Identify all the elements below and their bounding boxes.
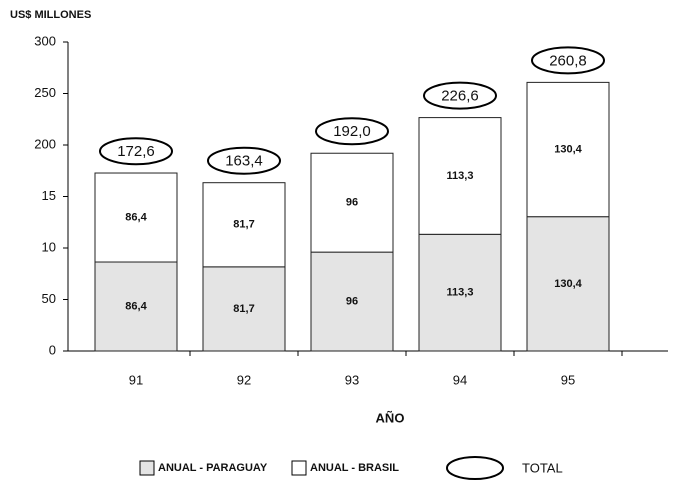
y-tick-label: 0 xyxy=(49,342,56,357)
value-label: 130,4 xyxy=(554,143,582,155)
value-label: 86,4 xyxy=(125,211,147,223)
total-ellipse xyxy=(99,137,173,166)
value-label: 86,4 xyxy=(125,300,147,312)
x-axis-label: AÑO xyxy=(376,410,405,425)
x-tick-label: 91 xyxy=(129,372,143,387)
legend-label: TOTAL xyxy=(522,460,563,475)
y-tick-label: 300 xyxy=(34,33,56,48)
x-tick-label: 95 xyxy=(561,372,575,387)
total-label: 260,8 xyxy=(549,52,587,69)
value-label: 130,4 xyxy=(554,278,582,290)
chart-title: US$ MILLONES xyxy=(10,9,91,21)
value-label: 81,7 xyxy=(233,219,254,231)
bar-segment xyxy=(94,172,178,263)
y-tick-label: 10 xyxy=(42,239,56,254)
bar-segment xyxy=(202,182,286,268)
y-tick-label: 200 xyxy=(34,136,56,151)
bar-segment xyxy=(310,152,394,253)
total-ellipse xyxy=(423,81,497,110)
value-label: 96 xyxy=(346,295,358,307)
bar-segment xyxy=(418,233,502,352)
bar-segment xyxy=(526,81,610,218)
value-label: 113,3 xyxy=(447,287,474,299)
legend-swatch xyxy=(139,460,155,476)
y-tick-label: 250 xyxy=(34,85,56,100)
legend-label: ANUAL - PARAGUAY xyxy=(158,462,268,474)
value-label: 81,7 xyxy=(233,303,254,315)
total-label: 192,0 xyxy=(333,123,371,140)
legend-swatch xyxy=(291,460,307,476)
total-label: 163,4 xyxy=(225,153,263,170)
bar-segment xyxy=(418,117,502,235)
y-tick-label: 50 xyxy=(42,291,56,306)
legend-swatch xyxy=(446,456,504,480)
y-tick-label: 15 xyxy=(42,188,56,203)
legend-label: ANUAL - BRASIL xyxy=(310,462,399,474)
value-label: 113,3 xyxy=(447,170,474,182)
total-label: 172,6 xyxy=(117,143,155,160)
bar-segment xyxy=(310,251,394,352)
total-ellipse xyxy=(315,117,389,146)
bar-segment xyxy=(202,266,286,352)
x-tick-label: 93 xyxy=(345,372,359,387)
total-ellipse xyxy=(207,146,281,175)
x-tick-label: 92 xyxy=(237,372,251,387)
bar-segment xyxy=(526,216,610,352)
x-tick-label: 94 xyxy=(453,372,467,387)
total-ellipse xyxy=(531,46,605,75)
total-label: 226,6 xyxy=(441,88,479,105)
value-label: 96 xyxy=(346,197,358,209)
